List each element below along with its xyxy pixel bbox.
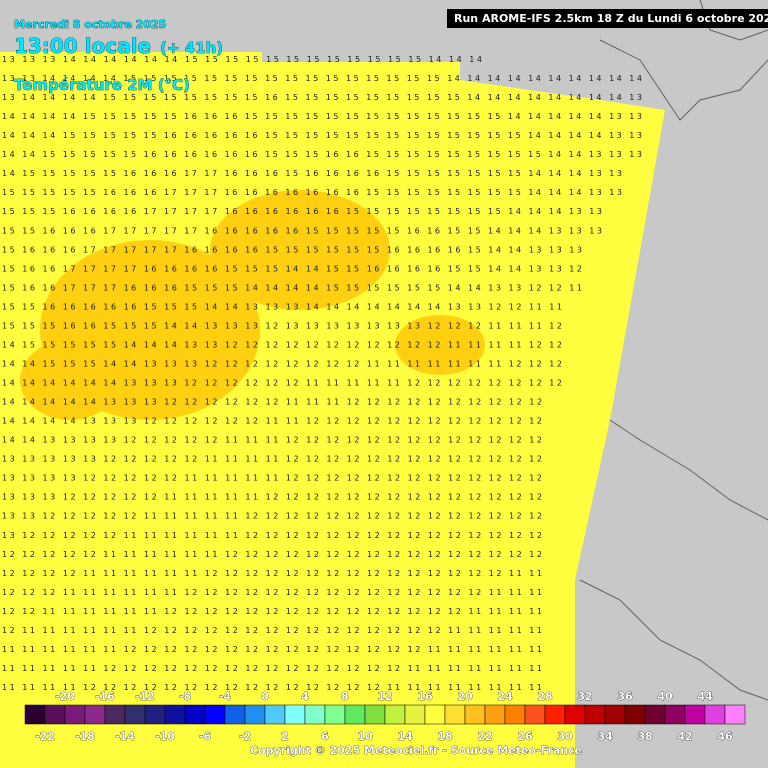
color-swatch xyxy=(64,704,86,725)
scale-label-top: 32 xyxy=(577,690,592,703)
grid-row: 14 14 14 15 15 15 15 15 16 16 16 16 16 1… xyxy=(2,131,642,140)
color-swatch xyxy=(144,704,166,725)
scale-label-top: 36 xyxy=(617,690,633,703)
color-swatch xyxy=(344,704,366,725)
color-swatch xyxy=(24,704,46,725)
color-swatch xyxy=(264,704,286,725)
scale-label-top: 20 xyxy=(457,690,473,703)
scale-label-bottom: 38 xyxy=(637,730,652,743)
color-swatch xyxy=(564,704,586,725)
scale-label-top: 16 xyxy=(417,690,433,703)
color-swatch xyxy=(324,704,346,725)
color-swatch xyxy=(684,704,706,725)
grid-row: 14 14 15 15 15 14 14 13 13 13 12 12 12 1… xyxy=(2,359,562,368)
color-swatch xyxy=(244,704,266,725)
scale-label-top: 40 xyxy=(657,690,673,703)
color-swatch xyxy=(84,704,106,725)
scale-label-top: 12 xyxy=(377,690,392,703)
grid-row: 14 14 14 14 14 14 13 13 13 12 12 12 12 1… xyxy=(2,379,562,388)
model-domain xyxy=(0,52,665,768)
color-scale: -20 -16 -12 -8 -4 0 4 8 12 16 20 24 28 32 36 40 44-22 -18… xyxy=(24,690,746,743)
color-swatch xyxy=(584,704,606,725)
color-swatch xyxy=(524,704,546,725)
scale-label-bottom: -22 xyxy=(35,730,55,743)
color-swatch xyxy=(444,704,466,725)
scale-label-top: 44 xyxy=(697,690,713,703)
scale-label-top: 8 xyxy=(341,690,349,703)
grid-row: 15 15 15 16 16 16 16 17 17 17 17 16 16 1… xyxy=(2,207,602,216)
color-swatch xyxy=(624,704,646,725)
grid-row: 13 14 14 14 14 15 15 15 15 15 15 15 15 1… xyxy=(2,93,642,102)
warm-zones xyxy=(20,190,485,420)
forecast-offset: (+ 41h) xyxy=(160,39,223,57)
scale-label-bottom: -14 xyxy=(115,730,135,743)
color-swatch xyxy=(644,704,666,725)
grid-row: 13 13 13 14 14 14 14 14 14 15 15 15 15 1… xyxy=(2,55,482,64)
scale-label-bottom: 2 xyxy=(281,730,289,743)
scale-label-bottom: 10 xyxy=(357,730,373,743)
scale-label-top: -16 xyxy=(95,690,115,703)
color-swatch xyxy=(364,704,386,725)
scale-label-bottom: 18 xyxy=(437,730,452,743)
scale-label-bottom: -2 xyxy=(239,730,251,743)
color-swatch xyxy=(504,704,526,725)
color-swatch xyxy=(124,704,146,725)
scale-label-bottom: -6 xyxy=(199,730,212,743)
scale-label-bottom: 6 xyxy=(321,730,329,743)
grid-row: 13 13 14 14 14 14 15 15 15 15 15 15 15 1… xyxy=(2,74,642,83)
copyright: Copyright © 2025 Meteociel.fr - Source M… xyxy=(250,744,582,757)
color-swatch xyxy=(184,704,206,725)
scale-label-top: -4 xyxy=(219,690,232,703)
scale-label-bottom: 14 xyxy=(397,730,413,743)
scale-label-top: 24 xyxy=(497,690,513,703)
variable-name: Température 2M (°C) xyxy=(14,76,190,94)
scale-label-top: -8 xyxy=(179,690,191,703)
run-info: Run AROME-IFS 2.5km 18 Z du Lundi 6 octo… xyxy=(454,12,768,25)
color-swatch xyxy=(544,704,566,725)
color-swatch xyxy=(604,704,626,725)
scale-label-bottom: -18 xyxy=(75,730,95,743)
run-banner xyxy=(447,9,768,28)
color-swatch xyxy=(424,704,446,725)
scale-label-bottom: 34 xyxy=(597,730,613,743)
color-swatch xyxy=(224,704,246,725)
scale-label-bottom: 42 xyxy=(677,730,692,743)
grid-row: 15 15 15 16 16 15 15 15 14 14 13 13 13 1… xyxy=(2,321,562,330)
color-swatch xyxy=(164,704,186,725)
color-swatch xyxy=(104,704,126,725)
grid-row: 14 14 15 15 15 15 15 16 16 16 16 16 16 1… xyxy=(2,150,642,159)
scale-label-bottom: -10 xyxy=(155,730,175,743)
color-swatch xyxy=(724,704,746,725)
color-swatch xyxy=(664,704,686,725)
color-swatch xyxy=(304,704,326,725)
color-swatch xyxy=(404,704,426,725)
color-swatch xyxy=(704,704,726,725)
scale-label-top: 28 xyxy=(537,690,552,703)
color-swatch xyxy=(204,704,226,725)
scale-label-top: 0 xyxy=(261,690,269,703)
scale-label-top: -20 xyxy=(55,690,75,703)
scale-label-bottom: 22 xyxy=(477,730,492,743)
color-swatch xyxy=(44,704,66,725)
forecast-date: Mercredi 8 octobre 2025 xyxy=(14,18,166,31)
color-swatch xyxy=(484,704,506,725)
scale-label-top: 4 xyxy=(301,690,309,703)
forecast-time: 13:00 locale xyxy=(14,34,151,58)
grid-row: 15 15 16 16 16 17 17 17 17 17 16 16 16 1… xyxy=(2,226,602,235)
grid-row: 14 14 14 14 15 15 15 15 15 16 16 16 15 1… xyxy=(2,112,642,121)
scale-label-top: -12 xyxy=(135,690,155,703)
color-swatch xyxy=(284,704,306,725)
scale-label-bottom: 46 xyxy=(717,730,733,743)
scale-label-bottom: 26 xyxy=(517,730,533,743)
color-swatch xyxy=(464,704,486,725)
scale-label-bottom: 30 xyxy=(557,730,573,743)
color-swatch xyxy=(384,704,406,725)
grid-row: 15 15 16 16 16 16 16 15 15 15 14 14 13 1… xyxy=(2,302,562,311)
grid-row: 14 15 15 15 15 15 14 14 14 13 13 12 12 1… xyxy=(2,340,562,349)
